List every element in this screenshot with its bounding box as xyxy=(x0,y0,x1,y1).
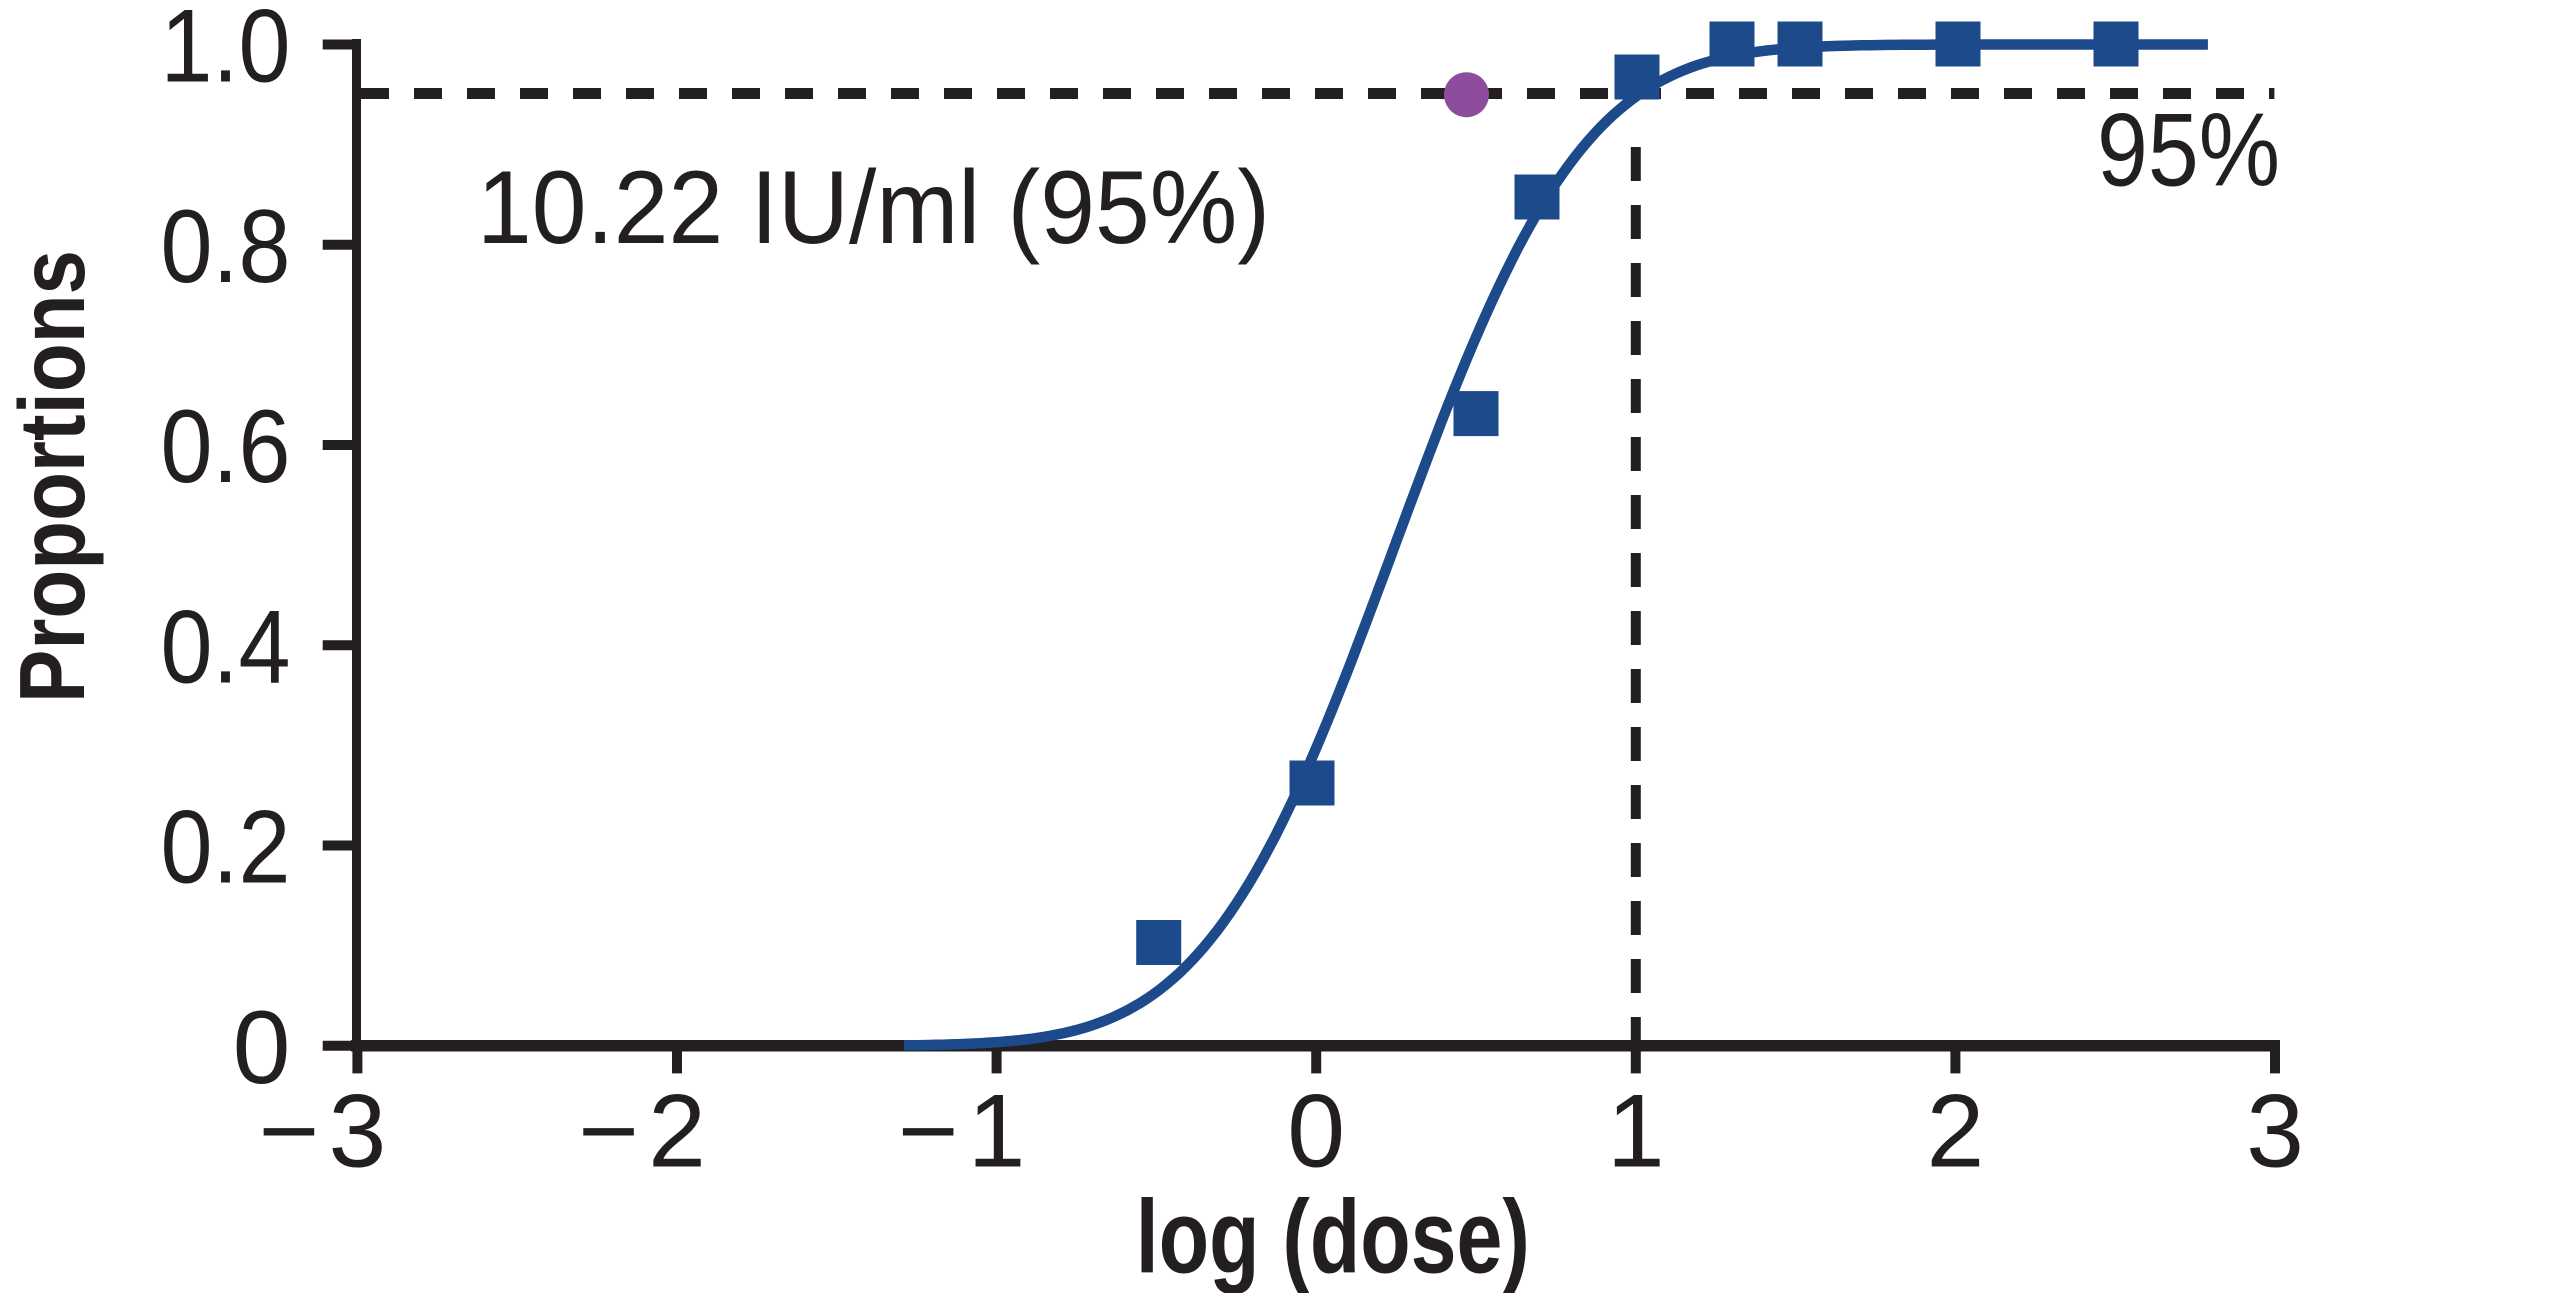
svg-text:1: 1 xyxy=(1607,1074,1665,1190)
svg-text:3: 3 xyxy=(2246,1074,2304,1190)
svg-text:Proportions: Proportions xyxy=(0,250,104,703)
svg-text:0.4: 0.4 xyxy=(161,589,291,705)
svg-text:−: − xyxy=(898,1074,959,1190)
svg-text:0.8: 0.8 xyxy=(161,189,291,305)
svg-text:1: 1 xyxy=(968,1074,1026,1190)
svg-text:0.6: 0.6 xyxy=(161,389,291,505)
svg-text:10.22 IU/ml (95%): 10.22 IU/ml (95%) xyxy=(477,150,1270,266)
svg-text:log (dose): log (dose) xyxy=(1136,1180,1530,1293)
svg-text:0.2: 0.2 xyxy=(161,790,291,906)
svg-text:1.0: 1.0 xyxy=(161,0,291,105)
svg-text:2: 2 xyxy=(1926,1074,1984,1190)
svg-text:95%: 95% xyxy=(2097,93,2280,209)
svg-text:2: 2 xyxy=(648,1074,706,1190)
svg-text:−: − xyxy=(578,1074,639,1190)
svg-text:0: 0 xyxy=(1287,1074,1345,1190)
svg-text:3: 3 xyxy=(328,1074,386,1190)
svg-text:0: 0 xyxy=(233,990,291,1106)
svg-text:−: − xyxy=(259,1074,320,1190)
